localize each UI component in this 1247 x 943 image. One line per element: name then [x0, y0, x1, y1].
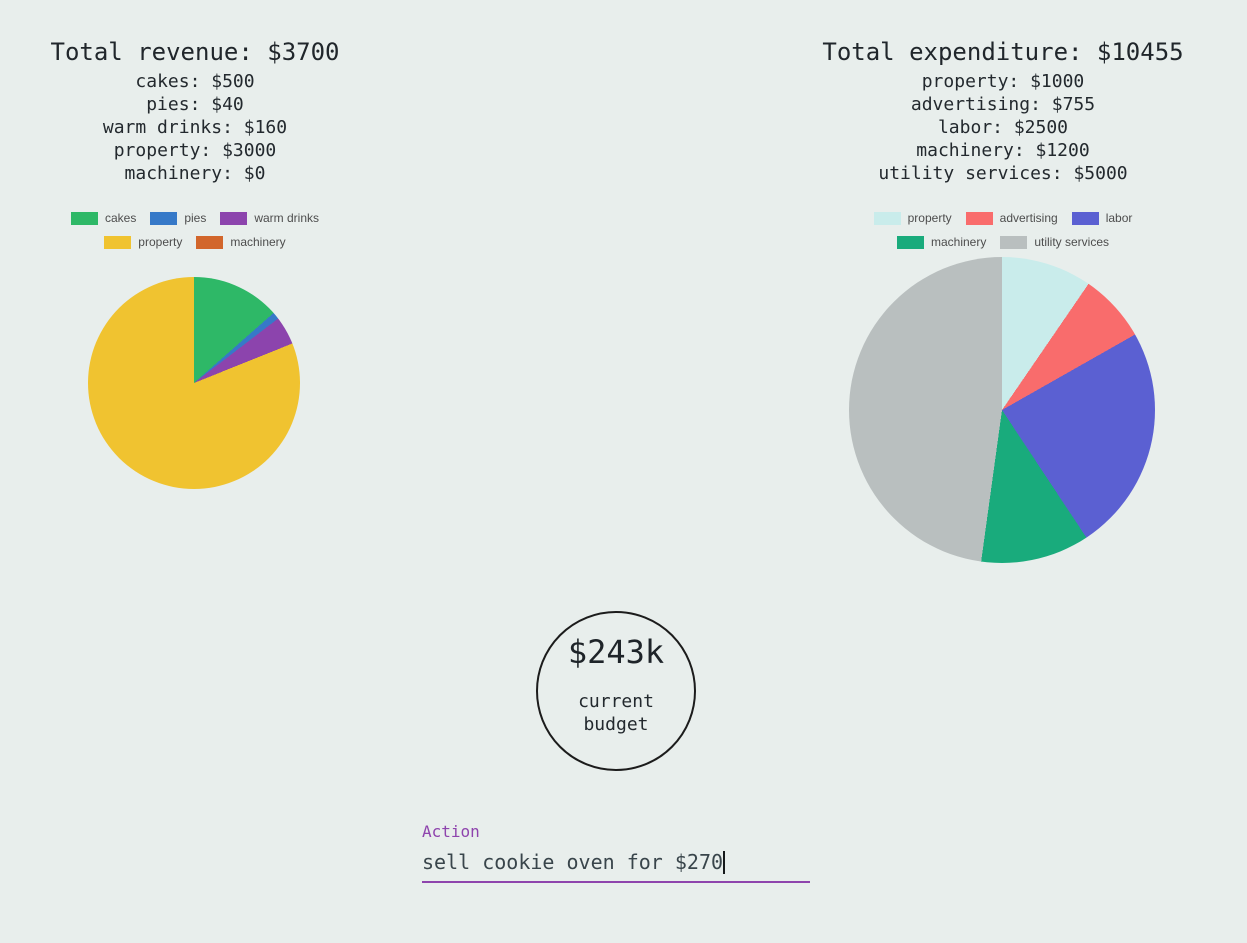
expenditure-legend: property advertising labor machinery utility… [838, 211, 1168, 249]
expenditure-pie-chart [849, 257, 1155, 563]
action-input[interactable] [422, 851, 810, 874]
breakdown-line: advertising: $755 [910, 94, 1096, 115]
legend-swatch [104, 235, 132, 249]
legend-label: utility services [1034, 235, 1110, 249]
legend-item: pies [150, 211, 206, 225]
legend-label: property [138, 235, 183, 249]
legend-swatch [873, 211, 901, 225]
action-area: Action [422, 822, 810, 883]
budget-amount: $243k [567, 633, 665, 671]
breakdown-line: labor: $2500 [937, 117, 1069, 138]
legend-label: warm drinks [254, 211, 320, 225]
legend-label: labor [1105, 211, 1133, 225]
breakdown-line: utility services: $5000 [878, 163, 1128, 184]
text-cursor [723, 851, 725, 874]
legend-item: property [104, 235, 182, 249]
revenue-legend: cakes pies warm drinks property machinery [70, 211, 320, 249]
legend-item: property [873, 211, 952, 225]
legend-item: machinery [896, 235, 987, 249]
legend-swatch [1000, 235, 1028, 249]
legend-item: labor [1071, 211, 1133, 225]
budget-caption-line: budget [583, 714, 649, 735]
legend-item: advertising [965, 211, 1058, 225]
budget-caption-line: current [578, 691, 654, 712]
legend-swatch [965, 211, 993, 225]
breakdown-line: property: $1000 [921, 71, 1085, 92]
breakdown-line: pies: $40 [146, 94, 244, 115]
legend-item: warm drinks [220, 211, 319, 225]
revenue-chart-panel: Total revenue: $3700 cakes: $500 pies: $4… [0, 38, 390, 489]
legend-label: pies [184, 211, 207, 225]
legend-swatch [896, 235, 924, 249]
breakdown-line: warm drinks: $160 [102, 117, 288, 138]
legend-swatch [196, 235, 224, 249]
expenditure-chart-panel: Total expenditure: $10455 property: $100… [812, 38, 1194, 563]
breakdown-line: machinery: $1200 [916, 140, 1090, 161]
budget-caption: current budget [578, 690, 654, 736]
legend-label: cakes [104, 211, 137, 225]
legend-label: property [907, 211, 952, 225]
legend-label: machinery [930, 235, 987, 249]
legend-label: machinery [230, 235, 286, 249]
revenue-breakdown: cakes: $500 pies: $40 warm drinks: $160 pro… [0, 70, 390, 185]
breakdown-line: property: $3000 [113, 140, 277, 161]
revenue-title: Total revenue: $3700 [50, 38, 340, 66]
legend-swatch [150, 211, 178, 225]
action-input-underline [422, 851, 810, 883]
budget-indicator: $243k current budget [536, 611, 696, 771]
expenditure-title: Total expenditure: $10455 [822, 38, 1184, 66]
action-label: Action [422, 822, 480, 841]
legend-item: utility services [1000, 235, 1109, 249]
revenue-pie-chart [88, 277, 300, 489]
legend-item: machinery [196, 235, 286, 249]
legend-label: advertising [999, 211, 1058, 225]
breakdown-line: cakes: $500 [135, 71, 255, 92]
legend-swatch [1071, 211, 1099, 225]
expenditure-breakdown: property: $1000 advertising: $755 labor: $… [812, 70, 1194, 185]
legend-item: cakes [70, 211, 137, 225]
breakdown-line: machinery: $0 [124, 163, 266, 184]
legend-swatch [70, 211, 98, 225]
legend-swatch [220, 211, 248, 225]
